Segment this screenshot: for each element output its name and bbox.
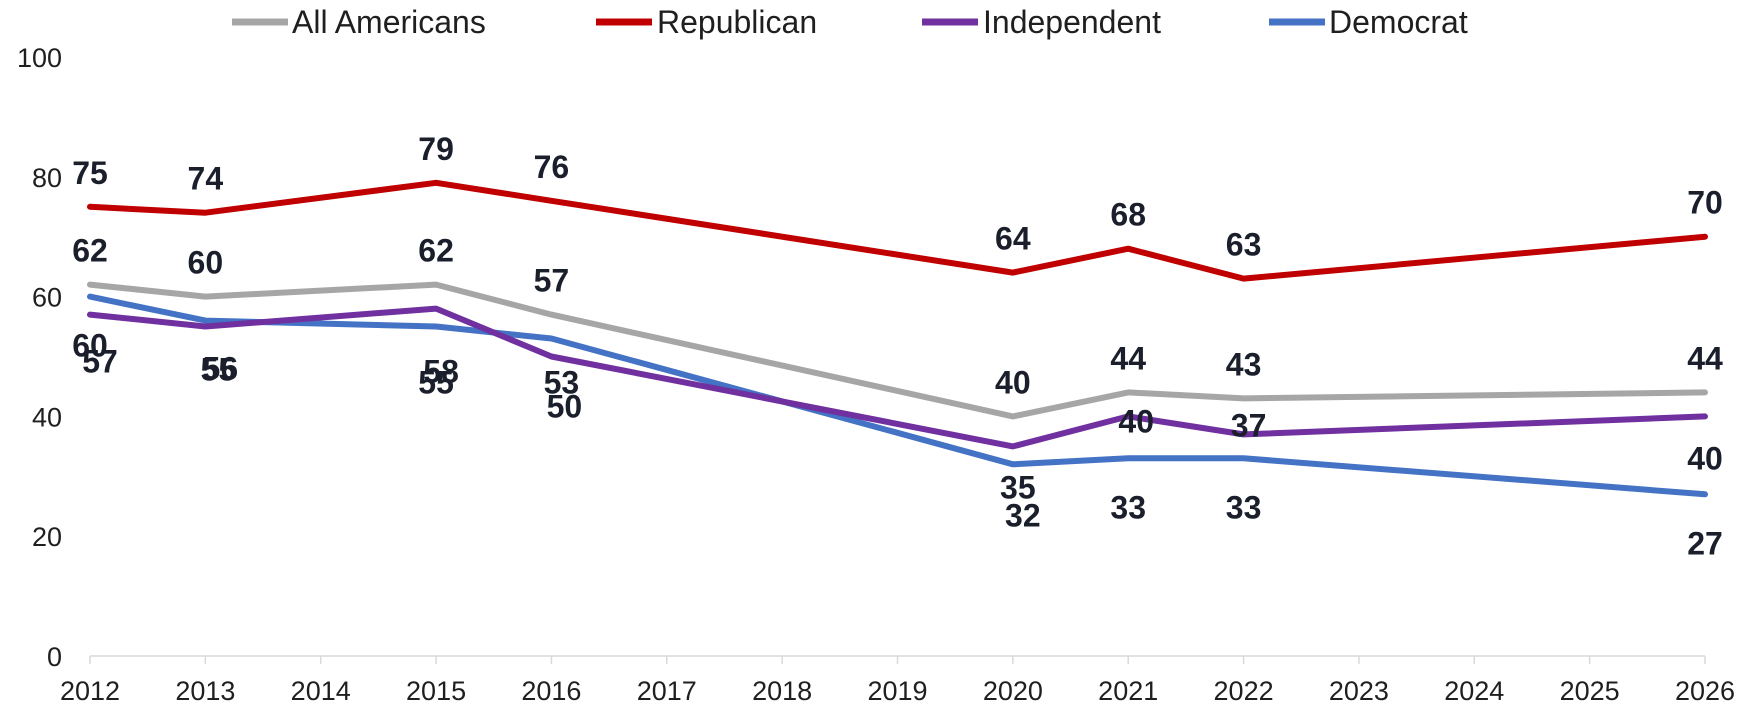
- data-label-independent-2022: 37: [1231, 407, 1267, 443]
- x-tick-label-2025: 2025: [1560, 676, 1620, 706]
- data-label-all-americans-2015: 62: [418, 233, 454, 269]
- data-label-all-americans-2022: 43: [1226, 346, 1262, 382]
- x-tick-label-2017: 2017: [637, 676, 697, 706]
- legend-label-democrat: Democrat: [1329, 4, 1468, 40]
- series-line-all-americans: [87, 281, 1708, 420]
- data-label-independent-2012: 57: [82, 344, 118, 380]
- legend-label-republican: Republican: [657, 4, 817, 40]
- data-label-all-americans-2021: 44: [1110, 340, 1146, 376]
- y-tick-label-60: 60: [32, 283, 62, 313]
- data-label-independent-2020: 35: [1000, 469, 1036, 505]
- legend-label-all-americans: All Americans: [292, 4, 486, 40]
- series-lines: [87, 179, 1708, 498]
- x-tick-label-2019: 2019: [867, 676, 927, 706]
- data-label-republican-2021: 68: [1110, 197, 1146, 233]
- x-axis: 2012 2013 2014 2015 2016 2017 2018 2019 2020 2021…: [60, 655, 1735, 706]
- x-tick-label-2015: 2015: [406, 676, 466, 706]
- data-label-all-americans-2012: 62: [72, 233, 108, 269]
- data-label-independent-2021: 40: [1118, 403, 1154, 439]
- y-tick-label-40: 40: [32, 402, 62, 432]
- data-label-all-americans-2013: 60: [188, 245, 224, 281]
- data-label-independent-2026: 40: [1687, 440, 1723, 476]
- data-label-republican-2013: 74: [188, 161, 224, 197]
- data-label-democrat-2012: 60: [72, 328, 108, 364]
- series-line-independent: [87, 305, 1708, 450]
- data-label-republican-2022: 63: [1226, 227, 1262, 263]
- legend: All Americans Republican Independent Democr…: [232, 4, 1468, 40]
- data-label-democrat-2022: 33: [1226, 489, 1262, 525]
- x-tick-label-2012: 2012: [60, 676, 120, 706]
- x-tick-label-2026: 2026: [1675, 676, 1735, 706]
- data-label-republican-2020: 64: [995, 221, 1031, 257]
- data-label-republican-2016: 76: [534, 149, 570, 185]
- x-tick-label-2018: 2018: [752, 676, 812, 706]
- x-tick-label-2016: 2016: [521, 676, 581, 706]
- data-label-republican-2015: 79: [418, 131, 454, 167]
- y-tick-label-100: 100: [17, 43, 62, 73]
- data-label-independent-2015: 58: [423, 354, 459, 390]
- y-tick-label-20: 20: [32, 522, 62, 552]
- y-axis: 0 20 40 60 80 100: [17, 43, 62, 672]
- x-tick-label-2023: 2023: [1329, 676, 1389, 706]
- x-tick-label-2022: 2022: [1214, 676, 1274, 706]
- x-tick-label-2014: 2014: [291, 676, 351, 706]
- series-line-republican: [87, 179, 1708, 282]
- data-label-democrat-2021: 33: [1110, 489, 1146, 525]
- y-tick-label-80: 80: [32, 163, 62, 193]
- x-tick-label-2021: 2021: [1098, 676, 1158, 706]
- data-label-democrat-2020: 32: [1005, 497, 1041, 533]
- data-label-all-americans-2020: 40: [995, 364, 1031, 400]
- x-tick-label-2020: 2020: [983, 676, 1043, 706]
- data-label-all-americans-2026: 44: [1687, 340, 1723, 376]
- y-tick-label-0: 0: [47, 642, 62, 672]
- data-label-democrat-2013: 56: [203, 351, 239, 387]
- data-label-independent-2013: 55: [201, 352, 237, 388]
- x-tick-label-2024: 2024: [1444, 676, 1504, 706]
- data-label-republican-2012: 75: [72, 155, 108, 191]
- legend-label-independent: Independent: [983, 4, 1161, 40]
- x-tick-label-2013: 2013: [175, 676, 235, 706]
- data-label-independent-2016: 50: [547, 389, 583, 425]
- data-label-all-americans-2016: 57: [534, 263, 570, 299]
- data-label-democrat-2026: 27: [1687, 525, 1723, 561]
- data-label-republican-2026: 70: [1687, 185, 1723, 221]
- data-label-democrat-2016: 53: [544, 365, 580, 401]
- data-label-democrat-2015: 55: [418, 365, 454, 401]
